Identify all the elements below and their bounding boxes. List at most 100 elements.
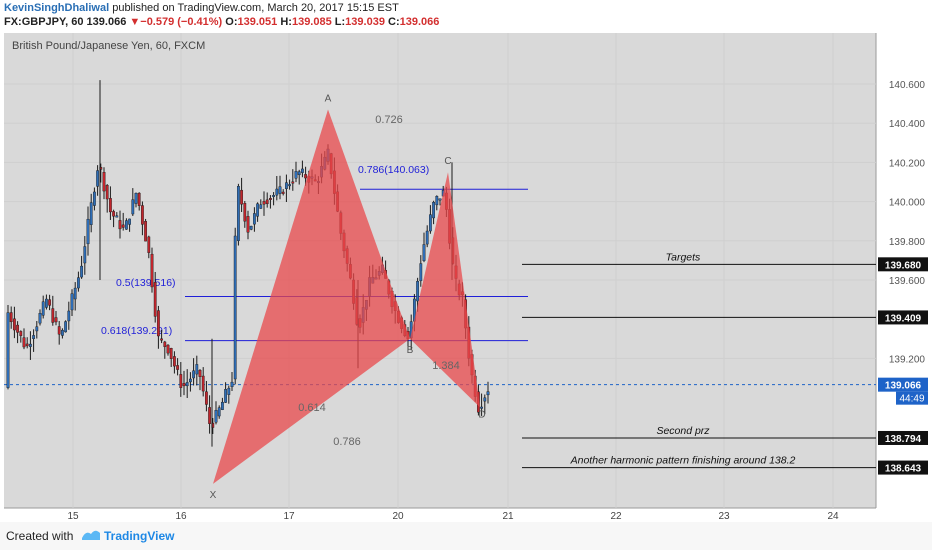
- candle-body: [76, 277, 80, 289]
- candle-body: [169, 348, 173, 359]
- y-tick-label: 140.200: [889, 158, 926, 169]
- candle-body: [54, 317, 58, 323]
- footer: Created with TradingView: [0, 522, 932, 550]
- x-tick-label: 21: [502, 511, 514, 522]
- price-tag-label: 139.066: [885, 381, 922, 392]
- pattern-point-label: A: [325, 93, 332, 104]
- candle-body: [128, 218, 131, 225]
- candle-body: [188, 378, 192, 383]
- high-value: 139.085: [291, 16, 332, 28]
- candle-body: [297, 171, 301, 176]
- open-value: 139.051: [237, 16, 278, 28]
- countdown-label: 44:49: [899, 394, 924, 405]
- candle-body: [285, 182, 288, 189]
- pattern-point-label: C: [444, 156, 451, 167]
- candle-body: [230, 381, 234, 388]
- candle-body: [262, 201, 266, 205]
- candle-body: [41, 301, 45, 316]
- x-tick-label: 15: [67, 511, 79, 522]
- candle-body: [243, 203, 247, 222]
- candle-body: [198, 369, 202, 377]
- pattern-point-label: B: [407, 345, 414, 356]
- candle-body: [61, 329, 64, 336]
- candle-body: [29, 343, 32, 347]
- x-tick-label: 22: [610, 511, 622, 522]
- candle-body: [201, 375, 205, 392]
- open-label: O:: [225, 16, 238, 28]
- candle-body: [288, 184, 291, 187]
- candle-body: [134, 192, 138, 204]
- candle-body: [118, 220, 122, 230]
- candle-body: [102, 171, 106, 192]
- y-tick-label: 140.400: [889, 119, 926, 130]
- publish-line: KevinSinghDhaliwal published on TradingV…: [4, 2, 399, 15]
- tradingview-brand[interactable]: TradingView: [104, 529, 175, 543]
- candle-body: [252, 213, 256, 225]
- candle-body: [160, 338, 163, 341]
- candle-body: [70, 293, 74, 311]
- x-tick-label: 23: [718, 511, 730, 522]
- ratio-label: 0.786: [333, 436, 361, 448]
- price-chart[interactable]: British Pound/Japanese Yen, 60, FXCM 0.7…: [0, 30, 932, 522]
- candle-body: [45, 298, 48, 308]
- high-label: H:: [280, 16, 292, 28]
- symbol-line: FX:GBPJPY, 60 139.066 ▼−0.579 (−0.41%) O…: [4, 16, 439, 29]
- candle-body: [176, 365, 179, 370]
- candle-body: [19, 331, 23, 336]
- candle-body: [425, 230, 429, 245]
- candle-body: [291, 181, 295, 184]
- candle-body: [38, 313, 42, 324]
- candle-body: [25, 343, 29, 347]
- candle-body: [112, 211, 116, 217]
- y-tick-label: 139.200: [889, 354, 926, 365]
- y-tick-label: 139.600: [889, 276, 926, 287]
- candle-body: [208, 407, 211, 424]
- candle-body: [108, 198, 112, 213]
- candle-body: [185, 382, 189, 387]
- ratio-label: 0.614: [298, 402, 326, 414]
- candle-body: [172, 356, 176, 367]
- candle-body: [83, 246, 87, 264]
- x-tick-label: 20: [392, 511, 404, 522]
- candle-body: [486, 391, 490, 396]
- published-text: published on TradingView.com, March 20, …: [112, 2, 399, 14]
- candle-body: [224, 389, 227, 403]
- candle-body: [124, 220, 128, 230]
- candle-body: [67, 310, 71, 322]
- symbol-label: FX:GBPJPY, 60: [4, 16, 84, 28]
- candle-body: [89, 202, 93, 225]
- candle-body: [432, 201, 435, 219]
- fib-label: 0.786(140.063): [358, 164, 429, 176]
- price-change: −0.579 (−0.41%): [140, 16, 223, 28]
- candle-body: [269, 198, 272, 200]
- candle-body: [153, 282, 157, 317]
- low-value: 139.039: [345, 16, 385, 28]
- author-link[interactable]: KevinSinghDhaliwal: [4, 2, 110, 14]
- x-tick-label: 16: [175, 511, 187, 522]
- price-tag: [878, 430, 928, 445]
- candle-body: [419, 263, 423, 282]
- candle-body: [12, 318, 16, 331]
- candle-body: [150, 253, 154, 288]
- candle-body: [147, 236, 151, 253]
- price-tag: [878, 310, 928, 325]
- candle-body: [57, 326, 61, 335]
- pattern-point-label: X: [210, 490, 217, 501]
- target-label: Second prz: [656, 425, 710, 437]
- y-tick-label: 140.600: [889, 80, 926, 91]
- tradingview-logo-icon[interactable]: [80, 526, 102, 544]
- candle-body: [275, 188, 279, 196]
- candle-body: [86, 218, 90, 245]
- time-axis[interactable]: [4, 508, 932, 522]
- ratio-label: 1.384: [432, 360, 460, 372]
- candle-body: [32, 335, 36, 339]
- candle-body: [121, 224, 125, 228]
- candle-body: [80, 265, 84, 278]
- created-with-text: Created with: [6, 529, 74, 543]
- candle-body: [137, 192, 141, 206]
- candle-body: [246, 216, 250, 233]
- target-label: Another harmonic pattern finishing aroun…: [570, 455, 796, 467]
- candle-body: [179, 374, 183, 388]
- candle-body: [48, 299, 52, 306]
- candle-body: [435, 196, 439, 206]
